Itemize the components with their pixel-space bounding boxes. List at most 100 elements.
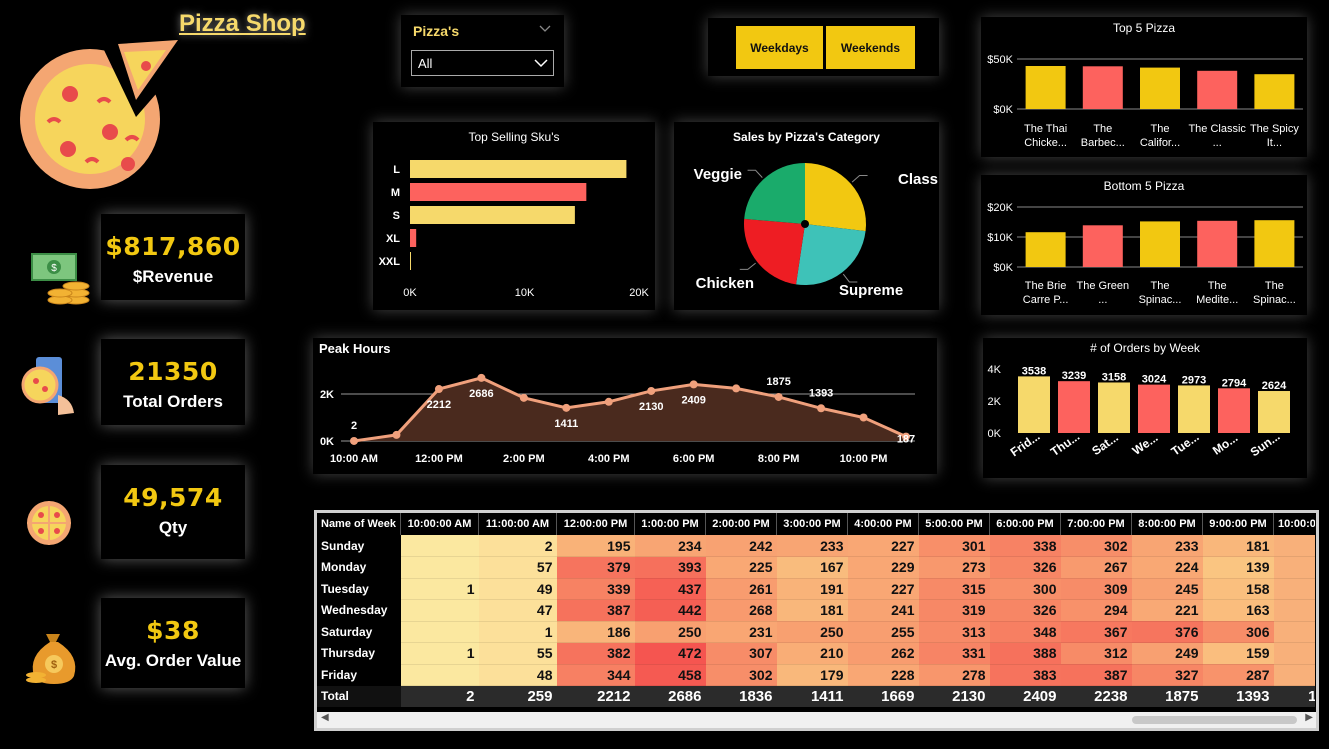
x-tick-label: 12:00 PM [415, 453, 463, 465]
kpi-qty: 49,574 Qty [101, 465, 245, 559]
scroll-left-icon[interactable]: ◀ [321, 712, 329, 723]
area-point[interactable] [562, 403, 571, 412]
table-row[interactable]: Tuesday 1 49 339 437 261 191 227 315 300 309 245 158 [317, 578, 1315, 600]
table-row[interactable]: Thursday 1 55 382 472 307 210 262 331 388 312 249 15… [317, 642, 1315, 665]
area-point[interactable] [689, 380, 698, 389]
bar[interactable] [1140, 221, 1180, 267]
table-cell [400, 621, 479, 643]
money-icon: $ [31, 253, 90, 305]
bar[interactable] [1254, 220, 1295, 267]
x-tick-label: 10:00 PM [840, 453, 888, 465]
pie-slice[interactable] [744, 163, 805, 224]
table-row[interactable]: Wednesday 47 387 442 268 181 241 319 326 294 221 16… [317, 599, 1315, 622]
matrix-column-header[interactable]: 4:00:00 PM [847, 513, 919, 535]
weekends-button[interactable]: Weekends [826, 26, 915, 69]
table-row[interactable]: Friday 48 344 458 302 179 228 278 383 387 327 287 [317, 664, 1315, 686]
scrollbar-thumb[interactable] [1132, 716, 1297, 724]
matrix-column-header[interactable]: 9:00:00 PM [1202, 513, 1274, 535]
kpi-value: $817,860 [105, 232, 241, 261]
matrix-column-header[interactable]: 10:00:00 AM [400, 513, 479, 535]
table-row[interactable]: Sunday 2 195 234 242 233 227 301 338 302 233 181 [317, 535, 1315, 557]
bar[interactable] [1025, 232, 1066, 267]
bar[interactable] [1197, 70, 1238, 109]
table-row[interactable]: Saturday 1 186 250 231 250 255 313 348 367 376 306 [317, 621, 1315, 643]
filter-dropdown[interactable]: All [411, 50, 554, 76]
bar[interactable] [1082, 225, 1123, 267]
page-title: Pizza Shop [179, 10, 306, 37]
matrix-column-header[interactable]: 6:00:00 PM [989, 513, 1061, 535]
pie-leader-line [747, 169, 763, 178]
bar[interactable] [1218, 388, 1250, 433]
pie-slice[interactable] [744, 218, 805, 285]
matrix-column-header[interactable]: 10:00:0 [1273, 513, 1315, 535]
area-point[interactable] [519, 393, 528, 402]
table-cell: 225 [705, 556, 777, 579]
x-tick-label: The Califor... [1140, 123, 1180, 149]
matrix-column-header[interactable]: 8:00:00 PM [1131, 513, 1203, 535]
area-point[interactable] [350, 436, 358, 445]
matrix-column-header[interactable]: 11:00:00 AM [478, 513, 557, 535]
bar[interactable] [1197, 220, 1238, 267]
row-label: Saturday [317, 621, 401, 643]
peak-hours-area-chart: 0K 2K 2 2212 2686 1411 2130 2409 1875 1393 187 10:0… [320, 373, 915, 465]
chevron-up-icon[interactable] [539, 25, 551, 33]
area-point[interactable] [732, 384, 741, 393]
area-point[interactable] [902, 432, 910, 441]
kpi-label: Avg. Order Value [104, 651, 242, 670]
area-point[interactable] [774, 392, 783, 401]
area-point[interactable] [477, 373, 486, 382]
area-point[interactable] [817, 404, 826, 413]
sku-bar[interactable] [410, 183, 587, 201]
row-label: Thursday [317, 642, 401, 665]
bar[interactable] [1058, 381, 1090, 433]
row-label: Tuesday [317, 578, 401, 600]
orders-by-week-bar-chart: 0K 2K 4K 3538 Frid... 3239 Thu... 3158 Sat... 302… [988, 364, 1290, 459]
table-cell: 278 [918, 664, 990, 686]
table-cell: 249 [1131, 642, 1203, 665]
bar[interactable] [1025, 66, 1066, 109]
sku-bar[interactable] [410, 229, 417, 247]
x-tick-label: 10:00 AM [330, 453, 378, 465]
horizontal-scrollbar[interactable]: ◀ ▶ [317, 712, 1316, 728]
matrix-column-header[interactable]: 7:00:00 PM [1060, 513, 1132, 535]
area-point[interactable] [392, 430, 401, 439]
pie-slice[interactable] [805, 163, 866, 232]
scroll-right-icon[interactable]: ▶ [1305, 712, 1313, 723]
bar[interactable] [1178, 385, 1210, 433]
bar[interactable] [1098, 382, 1130, 433]
matrix-column-header[interactable]: 12:00:00 PM [556, 513, 635, 535]
matrix-column-header[interactable]: 5:00:00 PM [918, 513, 990, 535]
bar[interactable] [1140, 67, 1180, 109]
sku-bar[interactable] [410, 206, 575, 224]
data-label: 3239 [1062, 370, 1086, 382]
weekdays-button[interactable]: Weekdays [736, 26, 823, 69]
matrix-column-header[interactable]: 1:00:00 PM [634, 513, 706, 535]
area-point[interactable] [647, 386, 656, 395]
sku-bar[interactable] [410, 252, 411, 270]
matrix-column-header[interactable]: 3:00:00 PM [776, 513, 848, 535]
area-point[interactable] [604, 397, 613, 406]
sku-bar[interactable] [410, 160, 627, 178]
area-point[interactable] [434, 385, 443, 394]
table-cell: 250 [776, 621, 848, 643]
matrix-row-header[interactable]: Name of Week [317, 513, 401, 535]
bar[interactable] [1138, 384, 1170, 433]
table-cell: 167 [776, 556, 848, 579]
bottom5-bar-chart: $0K $10K $20K The Brie Carre P... The Green..… [987, 202, 1303, 306]
bar[interactable] [1082, 66, 1123, 109]
bar[interactable] [1018, 376, 1050, 433]
table-cell: 348 [989, 621, 1061, 643]
y-tick-label: 2K [988, 396, 1002, 408]
matrix-column-header[interactable]: 2:00:00 PM [705, 513, 777, 535]
table-row[interactable]: Monday 57 379 393 225 167 229 273 326 267 224 139 [317, 556, 1315, 579]
data-label: 2 [351, 420, 357, 432]
bar[interactable] [1258, 391, 1290, 433]
data-label: 2973 [1182, 374, 1206, 386]
table-cell: 191 [776, 578, 848, 600]
area-point[interactable] [859, 413, 868, 422]
bar[interactable] [1254, 74, 1295, 109]
table-cell: 55 [478, 642, 557, 665]
table-cell: 344 [556, 664, 635, 686]
pie-slice[interactable] [796, 224, 866, 285]
x-tick-label: Mo... [1210, 431, 1240, 458]
